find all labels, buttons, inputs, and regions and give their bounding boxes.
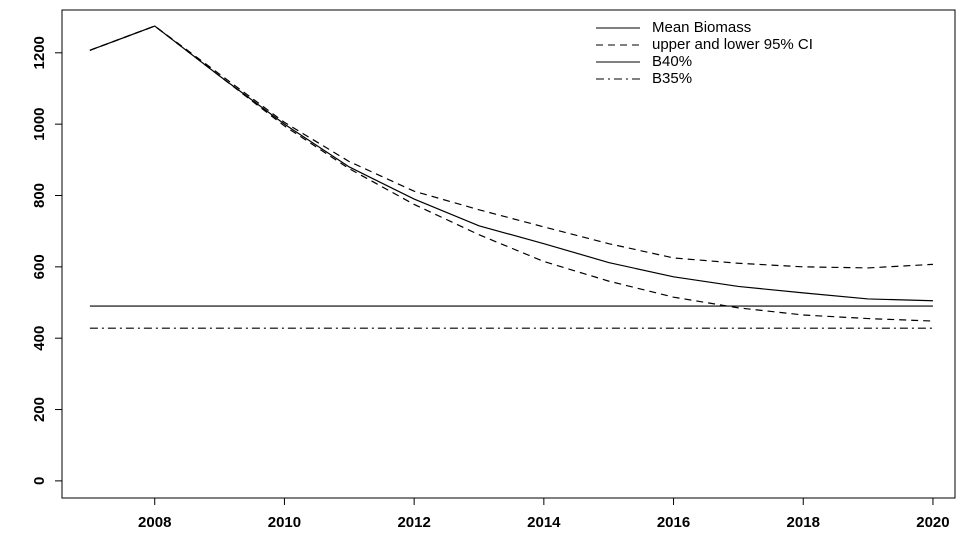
legend-label: B35% — [652, 70, 692, 87]
y-tick-label: 1000 — [31, 107, 48, 140]
x-tick-label: 2018 — [787, 514, 820, 531]
series-line — [89, 25, 933, 269]
plot-frame — [61, 9, 956, 499]
y-tick-label: 400 — [31, 326, 48, 351]
legend-label: B40% — [652, 53, 692, 70]
y-tick-label: 600 — [31, 254, 48, 279]
y-tick-label: 0 — [31, 477, 48, 485]
legend-label: Mean Biomass — [652, 19, 751, 36]
x-tick-label: 2016 — [657, 514, 690, 531]
y-tick-label: 800 — [31, 183, 48, 208]
x-tick-label: 2020 — [916, 514, 949, 531]
y-tick-label: 200 — [31, 397, 48, 422]
x-tick-label: 2014 — [527, 514, 561, 531]
series-line — [89, 25, 933, 322]
y-tick-label: 1200 — [31, 36, 48, 69]
x-tick-label: 2012 — [397, 514, 430, 531]
legend-label: upper and lower 95% CI — [652, 36, 813, 53]
x-tick-label: 2010 — [268, 514, 301, 531]
x-tick-label: 2008 — [138, 514, 171, 531]
series-line — [89, 25, 933, 302]
